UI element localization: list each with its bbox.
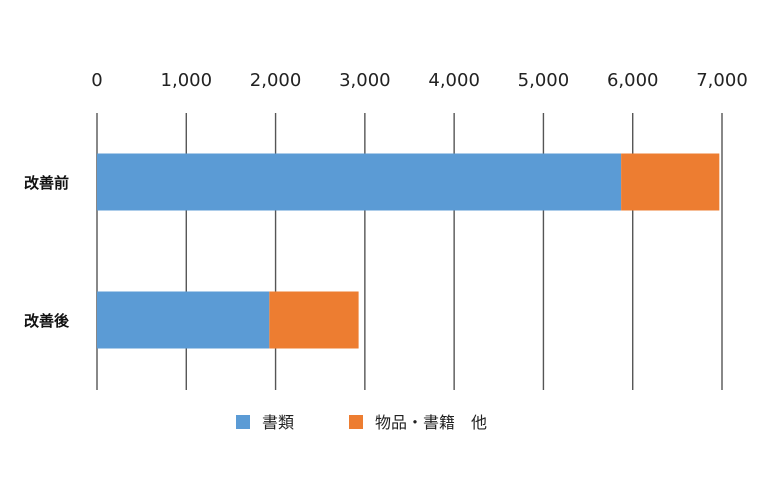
category-label: 改善後	[24, 312, 70, 330]
x-tick-label: 5,000	[518, 70, 570, 91]
x-tick-label: 4,000	[428, 70, 480, 91]
legend-swatch	[349, 415, 363, 429]
legend-label: 書類	[262, 413, 294, 432]
x-tick-label: 2,000	[250, 70, 302, 91]
bars	[97, 153, 720, 349]
bar-segment	[97, 153, 622, 211]
legend: 書類 物品・書籍 他	[236, 413, 487, 432]
legend-swatch	[236, 415, 250, 429]
bar-segment	[621, 153, 720, 211]
x-tick-label: 3,000	[339, 70, 391, 91]
x-tick-label: 0	[91, 70, 102, 91]
x-tick-labels: 0 1,000 2,000 3,000 4,000 5,000 6,000 7,000	[91, 70, 747, 91]
x-tick-label: 1,000	[161, 70, 213, 91]
category-label: 改善前	[24, 174, 69, 192]
x-tick-label: 7,000	[696, 70, 748, 91]
bar-segment	[269, 291, 359, 349]
x-tick-label: 6,000	[607, 70, 659, 91]
legend-label: 物品・書籍 他	[375, 413, 487, 432]
bar-segment	[97, 291, 270, 349]
